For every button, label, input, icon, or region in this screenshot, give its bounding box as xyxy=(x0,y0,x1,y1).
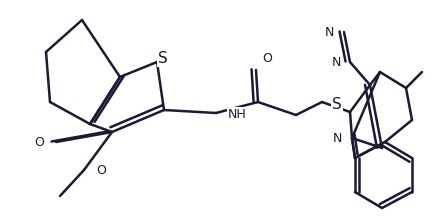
Text: O: O xyxy=(96,163,106,176)
Text: N: N xyxy=(324,26,334,38)
Text: S: S xyxy=(158,51,168,66)
Text: O: O xyxy=(34,136,44,149)
Text: O: O xyxy=(262,52,272,65)
Text: NH: NH xyxy=(228,108,247,121)
Text: N: N xyxy=(333,132,342,145)
Text: N: N xyxy=(332,55,341,68)
Text: S: S xyxy=(332,97,342,112)
